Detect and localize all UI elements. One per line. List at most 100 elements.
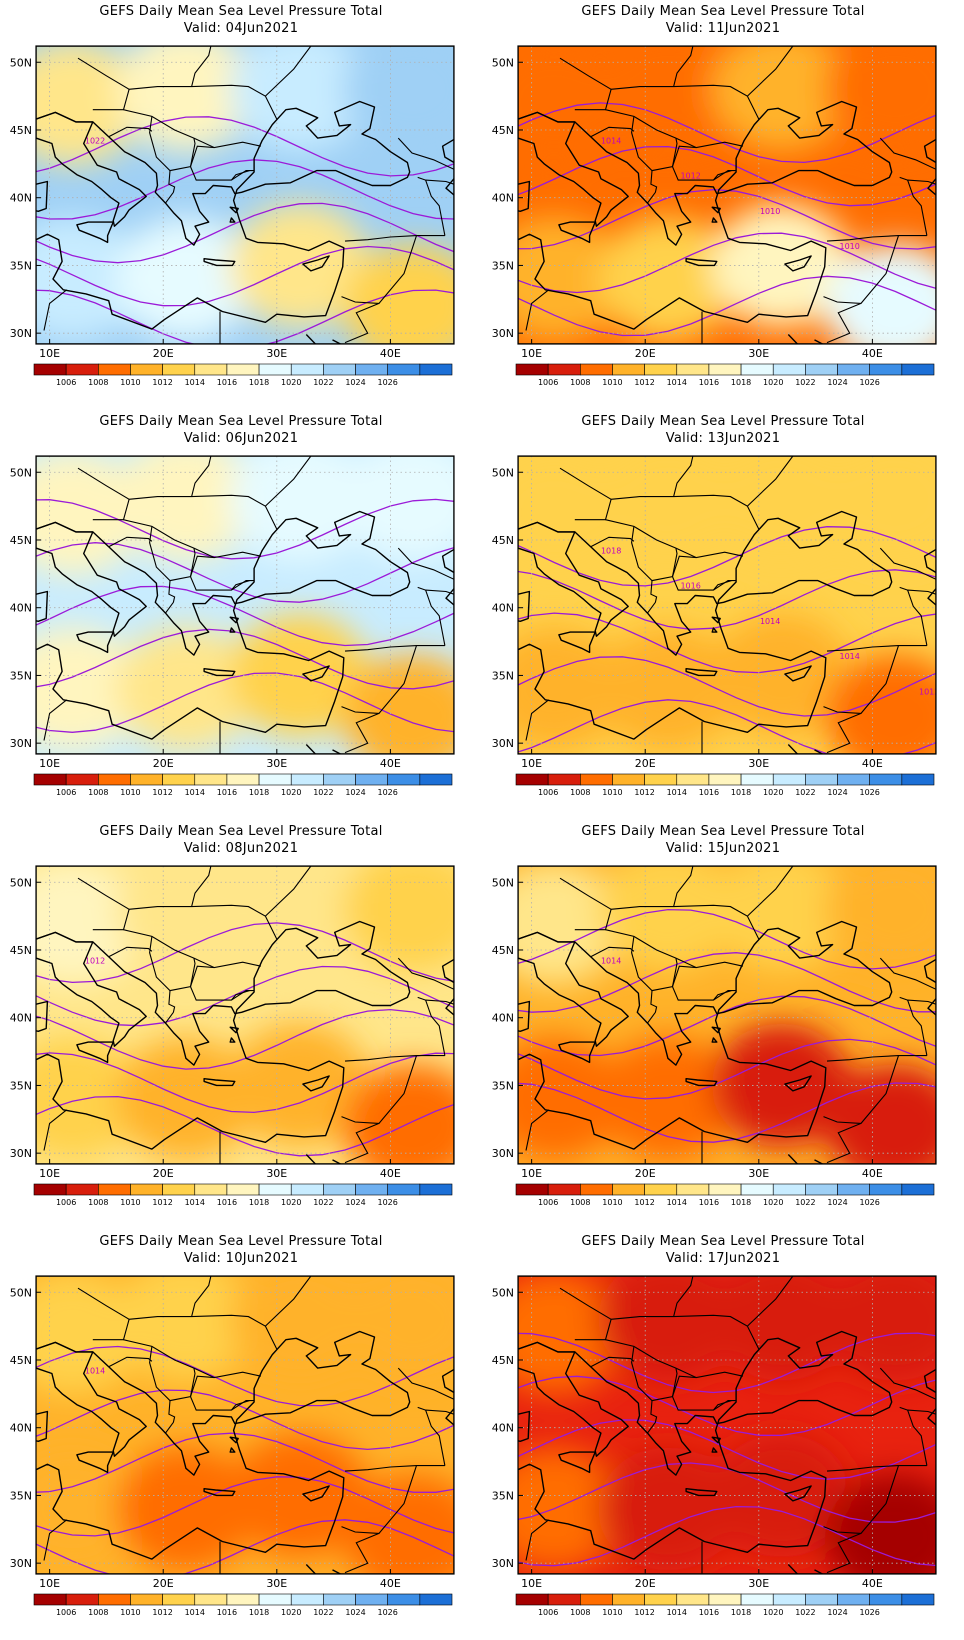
panel-title: GEFS Daily Mean Sea Level Pressure Total [99,4,383,19]
country-border [879,547,936,580]
colorbar-swatch [837,363,870,376]
latitude-label: 45N [10,534,32,547]
colorbar-label: 1018 [731,1608,751,1617]
longitude-label: 20E [153,1577,174,1590]
panel-valid-date: Valid: 13Jun2021 [665,431,781,446]
country-border [191,1276,212,1317]
map-svg: 1018 1016 1014 1014 1012 50N 45N 40N 35N 30N 10E 20… [492,455,937,797]
coastline [302,665,330,682]
colorbar-label: 1022 [795,1608,815,1617]
colorbar-label: 1010 [602,788,622,797]
country-border [673,866,694,907]
pressure-cell [343,1064,454,1164]
colorbar-swatch [515,363,549,376]
colorbar-label: 1012 [152,1608,172,1617]
colorbar-swatch [355,773,388,786]
country-border [108,946,153,958]
isobar-line [518,145,936,207]
coastline [302,1075,330,1092]
country-border [77,467,130,500]
colorbar-label: 1006 [538,378,558,387]
pressure-cell [825,244,936,344]
latitude-label: 45N [492,534,514,547]
colorbar-label: 1012 [634,1198,654,1207]
country-border [647,1400,658,1434]
isobar-line [36,159,454,220]
country-border [747,866,794,917]
panel-valid-date: Valid: 08Jun2021 [183,841,299,856]
country-border [397,1367,454,1400]
longitude-label: 40E [380,1577,401,1590]
country-border [189,145,215,167]
colorbar-swatch [869,1593,903,1606]
colorbar-swatch [323,1183,356,1196]
pressure-cell [711,1276,852,1382]
map-area: 1022 [36,46,454,344]
coastline [685,1488,718,1497]
country-border [574,84,760,120]
coastline [76,1451,114,1474]
country-border [43,289,68,331]
country-border [590,1356,635,1368]
borders [43,866,454,1164]
country-border [907,999,928,1056]
coastline [229,627,236,633]
country-border [525,289,550,331]
colorbar-label: 1012 [634,378,654,387]
colorbar-label: 1010 [602,1198,622,1207]
graticule [518,456,936,754]
coastline [558,221,596,244]
longitude-label: 20E [153,757,174,770]
colorbar-swatch [290,1183,324,1196]
coastline [518,1000,531,1032]
isobar-label: 1014 [601,957,621,966]
country-border [747,46,794,97]
country-border [344,302,380,344]
country-border [417,1406,454,1415]
longitude-label: 10E [39,347,60,360]
coastline [332,749,341,754]
colorbar-label: 1014 [667,788,687,797]
country-border [671,1375,697,1397]
isobars [36,1345,454,1574]
colorbar-label: 1006 [56,788,76,797]
colorbar-label: 1008 [570,1198,590,1207]
colorbar-label: 1022 [313,788,333,797]
isobar-label: 1014 [760,617,780,626]
latitude-label: 50N [492,876,514,889]
coastline [787,1564,798,1574]
country-border [559,1287,612,1320]
coastline [927,998,936,1016]
pressure-cell [36,1447,143,1571]
map-frame [35,1275,455,1575]
coastline [36,1341,147,1457]
latitude-label: 45N [492,944,514,957]
latitude-label: 35N [492,669,514,682]
colorbar-label: 1024 [345,1198,365,1207]
borders [43,456,454,754]
longitude-label: 20E [153,347,174,360]
coastline [229,1037,236,1043]
colorbar-swatch [355,1183,388,1196]
pressure-cell [825,654,936,754]
colorbar-swatch [515,773,549,786]
latitude-label: 35N [492,1079,514,1092]
pressure-cell [229,1433,370,1558]
country-border [559,467,612,500]
colorbar-label: 1022 [795,1198,815,1207]
colorbar-swatch [65,773,99,786]
coastline [441,958,454,984]
colorbar-swatch [644,773,678,786]
colorbar-label: 1008 [570,1608,590,1617]
country-border [826,645,927,652]
country-border [647,170,658,204]
country-border [417,996,454,1005]
colorbar-label: 1018 [731,788,751,797]
colorbar-label: 1022 [313,378,333,387]
graticule [36,46,454,344]
country-border [43,1519,68,1561]
country-border [165,170,176,204]
country-border [826,1122,862,1164]
